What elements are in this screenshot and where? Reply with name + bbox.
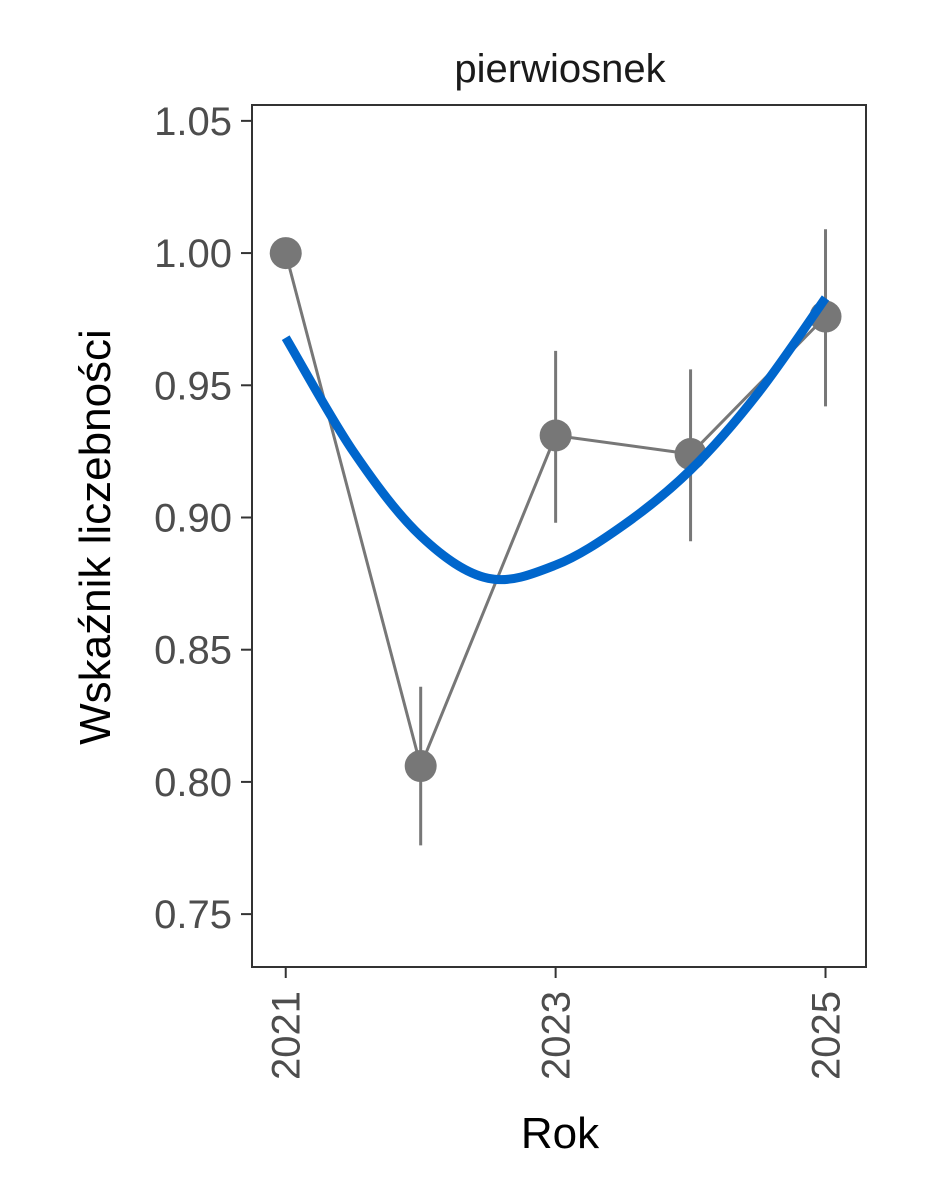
x-tick-label: 2025 bbox=[805, 991, 849, 1080]
data-point bbox=[269, 237, 302, 270]
plot-panel bbox=[251, 104, 867, 968]
y-axis-title: Wskaźnik liczebności bbox=[71, 329, 120, 745]
data-point bbox=[404, 750, 437, 783]
y-axis: 0.75 0.80 0.85 0.90 0.95 1.00 1.05 bbox=[154, 100, 252, 937]
x-tick-label: 2023 bbox=[535, 991, 579, 1080]
trend-curve bbox=[281, 295, 830, 585]
y-tick-label: 0.75 bbox=[154, 893, 232, 937]
x-axis-title: Rok bbox=[521, 1109, 600, 1158]
y-tick-label: 0.95 bbox=[154, 364, 232, 408]
x-tick-label: 2021 bbox=[265, 991, 309, 1080]
x-axis: 2021 2023 2025 bbox=[265, 967, 849, 1080]
y-tick-label: 0.90 bbox=[154, 496, 232, 540]
y-tick-label: 1.05 bbox=[154, 100, 232, 144]
y-tick-label: 0.80 bbox=[154, 761, 232, 805]
data-point bbox=[539, 419, 572, 452]
y-tick-label: 1.00 bbox=[154, 232, 232, 276]
series-layer bbox=[269, 229, 842, 846]
y-tick-label: 0.85 bbox=[154, 629, 232, 673]
chart-title: pierwiosnek bbox=[454, 47, 666, 91]
